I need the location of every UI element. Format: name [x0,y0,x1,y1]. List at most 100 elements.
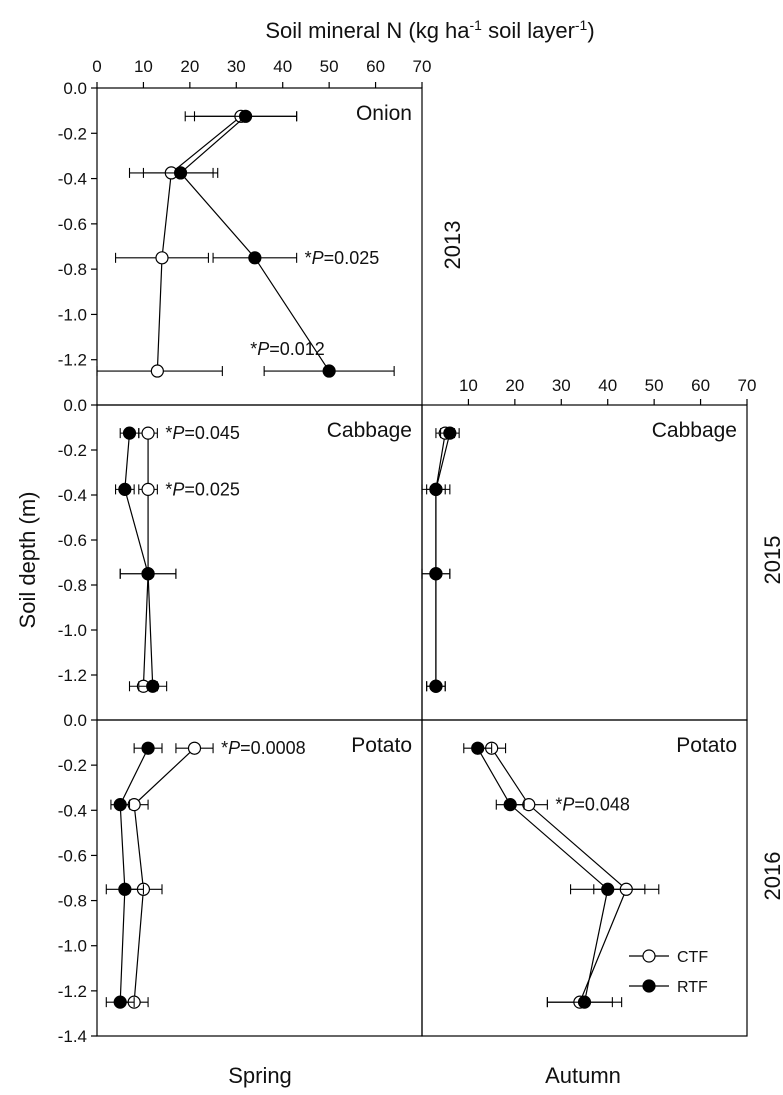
top-axis-title: Soil mineral N (kg ha-1 soil layer-1) [265,17,594,43]
significance-label: *P=0.025 [165,479,240,499]
y-tick-label: -1.0 [58,937,87,956]
panel-frame [421,404,748,721]
significance-label: *P=0.012 [250,339,325,359]
legend-marker [642,949,656,963]
data-point [248,251,262,265]
series-ctf [119,426,177,693]
panel-frame [96,404,423,721]
x-tick-label: 60 [366,57,385,76]
panel-frame [421,719,748,1037]
column-label-autumn: Autumn [545,1063,621,1088]
panel-2015-spring: 0.0 -0.2 -0.4 -0.6 -0.8 -1.0 -1.2 Cabbage *P=0.0… [58,396,423,721]
y-tick-label: 0.0 [63,79,87,98]
year-label-2016: 2016 [760,852,783,901]
series-line [156,115,242,372]
data-point [173,166,188,180]
x-tick-label: 30 [227,57,246,76]
series-ctf [96,109,298,378]
y-tick-label: -0.4 [58,170,87,189]
y-tick-label: -0.4 [58,801,87,820]
series-ctf [477,741,660,1009]
data-point [503,798,517,812]
series-rtf [105,741,163,1009]
y-tick-label: -0.6 [58,215,87,234]
data-point [443,426,457,440]
legend-label-rtf: RTF [677,979,708,996]
x-tick-label: 20 [505,376,524,395]
data-point [471,741,485,755]
data-point [187,741,202,755]
series-ctf [421,426,456,693]
y-tick-label: -1.4 [58,1027,87,1046]
y-tick-label: 0.0 [63,396,87,415]
significance-label: *P=0.0008 [221,738,306,758]
panel-2013-spring: 0.0 -0.2 -0.4 -0.6 -0.8 -1.0 -1.2 0 10 20 30 40 50 60… [58,57,432,406]
y-tick-label: 0.0 [63,711,87,730]
series-line [133,747,195,1003]
y-tick-label: -0.6 [58,846,87,865]
x-tick-label: 0 [92,57,101,76]
x-tick-label: 10 [459,376,478,395]
series-rtf [115,426,177,693]
data-point [429,679,443,693]
significance-label: *P=0.048 [555,795,630,815]
data-point [118,482,132,496]
data-point [238,109,253,123]
legend-marker [642,979,656,993]
x-tick-label: 50 [645,376,664,395]
crop-label: Onion [356,102,412,125]
year-label-2013: 2013 [440,221,465,270]
year-label-2015: 2015 [760,536,783,585]
y-tick-label: -1.0 [58,621,87,640]
y-tick-label: -0.6 [58,531,87,550]
data-point [429,482,443,496]
significance-label: *P=0.045 [165,423,240,443]
y-tick-label: -0.8 [58,892,87,911]
panel-2015-autumn: 10 20 30 40 50 60 70 Cabbage [421,376,756,721]
data-point [141,482,155,496]
data-point [577,995,592,1009]
data-point [118,882,132,896]
legend: CTF RTF [629,949,708,996]
y-tick-label: -0.2 [58,441,87,460]
panel-2016-autumn: Potato *P=0.048 CTF RTF [421,719,748,1037]
data-point [155,251,169,265]
y-tick-label: -0.8 [58,576,87,595]
panel-frame [96,719,423,1037]
y-tick-label: -0.2 [58,124,87,143]
series-line [435,432,451,687]
data-point [141,741,155,755]
data-point [146,679,160,693]
y-tick-label: -1.2 [58,351,87,370]
panel-2016-spring: 0.0 -0.2 -0.4 -0.6 -0.8 -1.0 -1.2 -1.4 Potato *P=… [58,711,423,1046]
y-tick-label: -0.4 [58,486,87,505]
data-point [113,798,127,812]
x-tick-label: 40 [598,376,617,395]
series-rtf [142,109,395,378]
series-rtf [463,741,646,1009]
crop-label: Potato [676,734,737,757]
panels-group: 0.0 -0.2 -0.4 -0.6 -0.8 -1.0 -1.2 0 10 20 30 40 50 60… [58,57,757,1046]
series-rtf [421,426,460,693]
series-line [124,433,154,687]
x-tick-label: 20 [180,57,199,76]
series-line [142,433,149,687]
crop-label: Cabbage [327,419,412,442]
y-tick-label: -1.2 [58,982,87,1001]
x-tick-label: 70 [413,57,432,76]
data-point [122,426,137,440]
data-point [601,882,615,896]
series-line [119,747,149,1003]
legend-label-ctf: CTF [677,949,708,966]
data-point [322,364,336,378]
series-line [179,115,330,372]
crop-label: Cabbage [652,419,737,442]
data-point [141,426,155,440]
data-point [429,567,443,581]
x-tick-label: 50 [320,57,339,76]
y-axis-title: Soil depth (m) [15,492,40,629]
column-label-spring: Spring [228,1063,292,1088]
series-ctf [119,741,214,1009]
x-tick-label: 30 [552,376,571,395]
